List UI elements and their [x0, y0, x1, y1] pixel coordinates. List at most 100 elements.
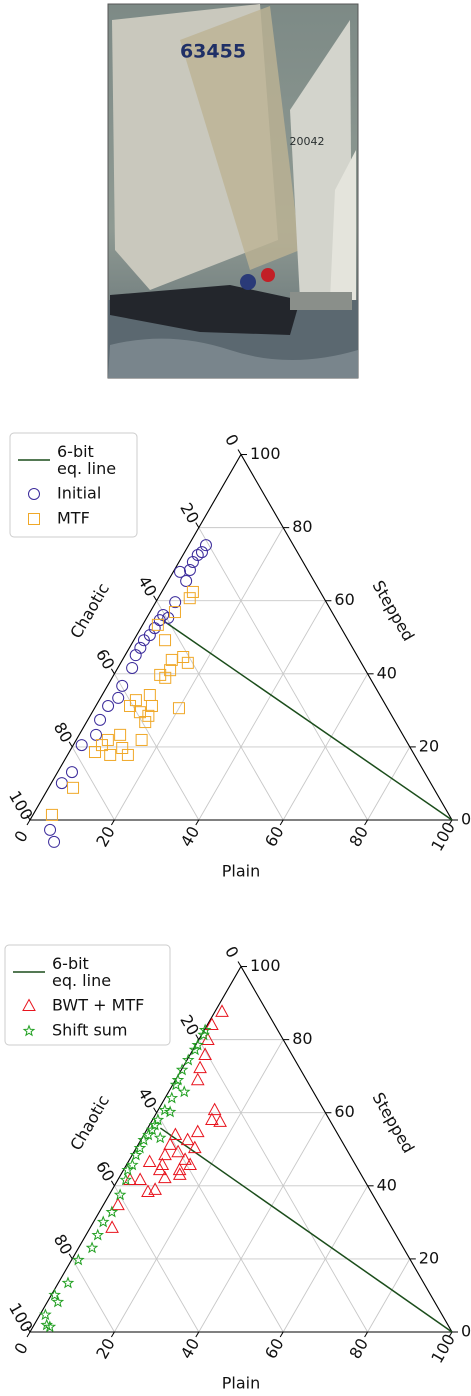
- legend-label: Initial: [57, 484, 101, 503]
- marker: [144, 1156, 156, 1167]
- chaotic-tick-label: 40: [134, 1085, 161, 1112]
- tick-mark: [154, 596, 157, 601]
- grid-line: [72, 1259, 114, 1332]
- grid-line: [157, 601, 284, 820]
- marker: [91, 729, 102, 740]
- chaotic-tick-label: 40: [134, 573, 161, 600]
- page: {"image": {"sail_numbers": ["63455", "20…: [0, 0, 471, 1396]
- stepped-tick-label: 0: [461, 1322, 471, 1341]
- sail-number: 63455: [180, 41, 246, 63]
- chaotic-tick-label: 20: [176, 500, 203, 527]
- chaotic-tick-label: 80: [50, 719, 77, 746]
- legend-label: BWT + MTF: [52, 996, 144, 1015]
- plain-tick-label: 80: [345, 1335, 372, 1362]
- chaotic-tick-label: 60: [92, 646, 119, 673]
- tick-mark: [196, 523, 199, 528]
- plain-tick-label: 100: [427, 819, 459, 855]
- stepped-tick-label: 60: [334, 590, 354, 609]
- marker: [113, 692, 124, 703]
- marker: [142, 1186, 154, 1197]
- tick-mark: [27, 1332, 30, 1337]
- tick-mark: [280, 820, 283, 825]
- tick-mark: [69, 1254, 72, 1259]
- far-hull: [290, 292, 352, 310]
- marker: [115, 1190, 125, 1199]
- marker: [146, 700, 157, 711]
- ternary-plot: 020406080100020406080100020406080100Plai…: [5, 431, 471, 881]
- marker: [115, 729, 126, 740]
- chaotic-tick-label: 0: [221, 431, 243, 449]
- marker: [98, 1217, 108, 1226]
- tick-mark: [111, 820, 114, 825]
- ternary-plot: 020406080100020406080100020406080100Plai…: [5, 943, 471, 1393]
- grid-line: [199, 601, 326, 820]
- marker: [105, 749, 116, 760]
- marker: [127, 662, 138, 673]
- marker: [134, 1173, 146, 1184]
- plain-axis-title: Plain: [222, 1374, 260, 1393]
- marker: [87, 1243, 97, 1252]
- marker: [181, 575, 192, 586]
- marker: [123, 1165, 133, 1174]
- eq-line: [160, 1128, 452, 1332]
- plain-tick-label: 20: [92, 1335, 119, 1362]
- tick-mark: [238, 962, 241, 967]
- stepped-tick-label: 80: [292, 517, 312, 536]
- chaotic-axis-title: Chaotic: [66, 1092, 113, 1154]
- marker: [103, 700, 114, 711]
- crew: [261, 268, 275, 282]
- plain-tick-label: 20: [92, 823, 119, 850]
- marker: [45, 824, 56, 835]
- chaotic-axis-title: Chaotic: [66, 580, 113, 642]
- marker: [192, 1074, 204, 1085]
- plain-tick-label: 100: [427, 1331, 459, 1367]
- marker: [107, 1207, 117, 1216]
- marker: [66, 767, 77, 778]
- stepped-tick-label: 40: [377, 663, 397, 682]
- marker: [45, 1322, 55, 1331]
- legend-label: MTF: [57, 509, 90, 528]
- stepped-axis-title: Stepped: [368, 1089, 418, 1156]
- marker: [144, 690, 155, 701]
- stepped-tick-label: 20: [419, 1248, 439, 1267]
- stepped-axis-title: Stepped: [368, 577, 418, 644]
- chaotic-tick-label: 100: [5, 788, 37, 824]
- chaotic-tick-label: 100: [5, 1300, 37, 1336]
- marker: [76, 740, 87, 751]
- marker: [140, 717, 151, 728]
- marker: [56, 778, 67, 789]
- marker: [106, 1221, 118, 1232]
- stepped-tick-label: 40: [377, 1175, 397, 1194]
- marker: [192, 1126, 204, 1137]
- marker: [159, 1149, 171, 1160]
- crew: [240, 274, 256, 290]
- photo: 63455 20042: [108, 4, 358, 378]
- chaotic-tick-label: 80: [50, 1231, 77, 1258]
- plain-tick-label: 60: [261, 1335, 288, 1362]
- stepped-tick-label: 100: [250, 956, 281, 975]
- marker: [189, 1142, 201, 1153]
- marker: [155, 1133, 165, 1142]
- tick-mark: [111, 1181, 114, 1186]
- chaotic-tick-label: 0: [221, 943, 243, 961]
- tick-mark: [69, 742, 72, 747]
- grid-line: [157, 1113, 284, 1332]
- tick-mark: [365, 820, 368, 825]
- tick-mark: [111, 1332, 114, 1337]
- stepped-tick-label: 20: [419, 736, 439, 755]
- plain-tick-label: 40: [177, 823, 204, 850]
- grid-line: [199, 1113, 326, 1332]
- marker: [117, 680, 128, 691]
- plain-axis-title: Plain: [222, 862, 260, 881]
- marker: [46, 809, 57, 820]
- eq-line: [161, 619, 452, 820]
- plain-tick-label: 0: [10, 1339, 32, 1357]
- marker: [179, 1087, 189, 1096]
- stepped-tick-label: 80: [292, 1029, 312, 1048]
- marker: [160, 635, 171, 646]
- chaotic-tick-label: 20: [176, 1012, 203, 1039]
- marker: [112, 1199, 124, 1210]
- marker: [187, 586, 198, 597]
- stepped-tick-label: 100: [250, 444, 281, 463]
